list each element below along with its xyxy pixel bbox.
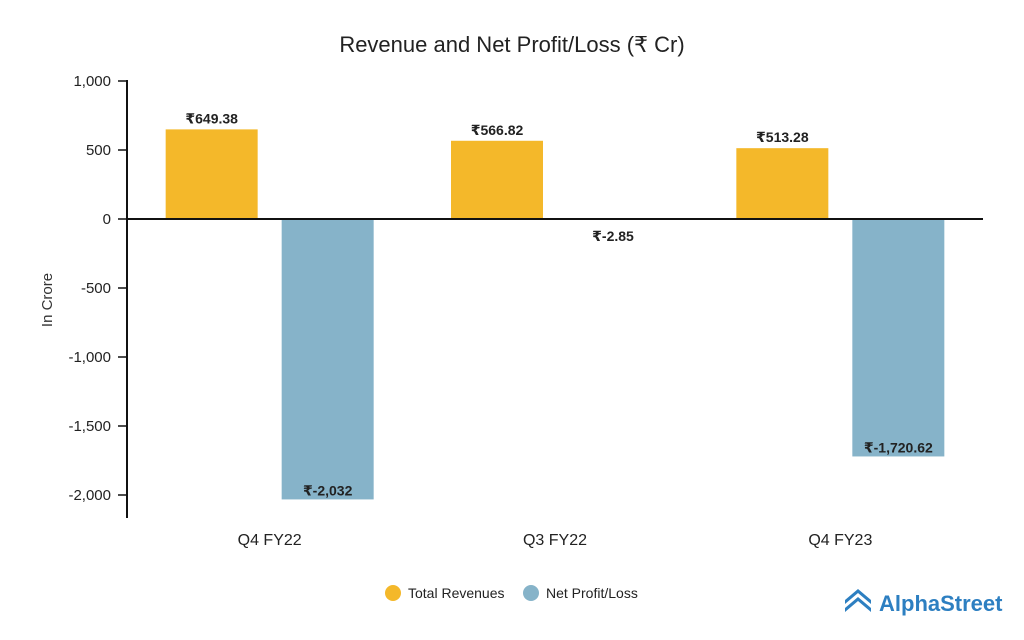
data-label: ₹-2,032 — [303, 482, 353, 498]
data-label: ₹-2.85 — [592, 228, 634, 244]
y-tick-label: -500 — [81, 280, 111, 297]
alphastreet-logo-icon — [845, 589, 871, 612]
y-tick-label: -1,500 — [68, 418, 111, 435]
legend-label: Total Revenues — [408, 585, 505, 601]
data-label: ₹513.28 — [756, 129, 809, 145]
legend: Total Revenues Net Profit/Loss — [385, 585, 638, 601]
category-label: Q3 FY22 — [523, 532, 587, 549]
category-label: Q4 FY23 — [808, 532, 872, 549]
chart-title: Revenue and Net Profit/Loss (₹ Cr) — [339, 32, 684, 57]
brand-name: AlphaStreet — [879, 591, 1003, 616]
category-label: Q4 FY22 — [238, 532, 302, 549]
category-labels: Q4 FY22 Q3 FY22 Q4 FY23 — [238, 532, 873, 549]
legend-label: Net Profit/Loss — [546, 585, 638, 601]
bar-total-revenues-1 — [451, 140, 543, 219]
y-axis-ticks: 1,000 500 0 -500 -1,000 -1,500 -2,000 — [68, 73, 127, 504]
bar-total-revenues-2 — [736, 148, 829, 219]
y-tick-label: 0 — [103, 211, 111, 228]
y-tick-label: 1,000 — [73, 73, 111, 90]
data-label: ₹-1,720.62 — [864, 439, 933, 455]
bars — [165, 129, 945, 500]
bar-net-profit-loss-0 — [281, 219, 374, 500]
legend-swatch — [385, 585, 401, 601]
y-tick-label: -2,000 — [68, 487, 111, 504]
data-label: ₹649.38 — [185, 110, 238, 126]
bar-total-revenues-0 — [165, 129, 258, 219]
y-tick-label: 500 — [86, 142, 111, 159]
brand-logo: AlphaStreet — [845, 589, 1003, 616]
data-labels: ₹649.38 ₹-2,032 ₹566.82 ₹-2.85 ₹513.28 ₹-1,72… — [185, 110, 933, 498]
y-axis-label: In Crore — [39, 273, 56, 327]
bar-net-profit-loss-2 — [852, 219, 945, 457]
legend-swatch — [523, 585, 539, 601]
data-label: ₹566.82 — [471, 122, 524, 138]
y-tick-label: -1,000 — [68, 349, 111, 366]
